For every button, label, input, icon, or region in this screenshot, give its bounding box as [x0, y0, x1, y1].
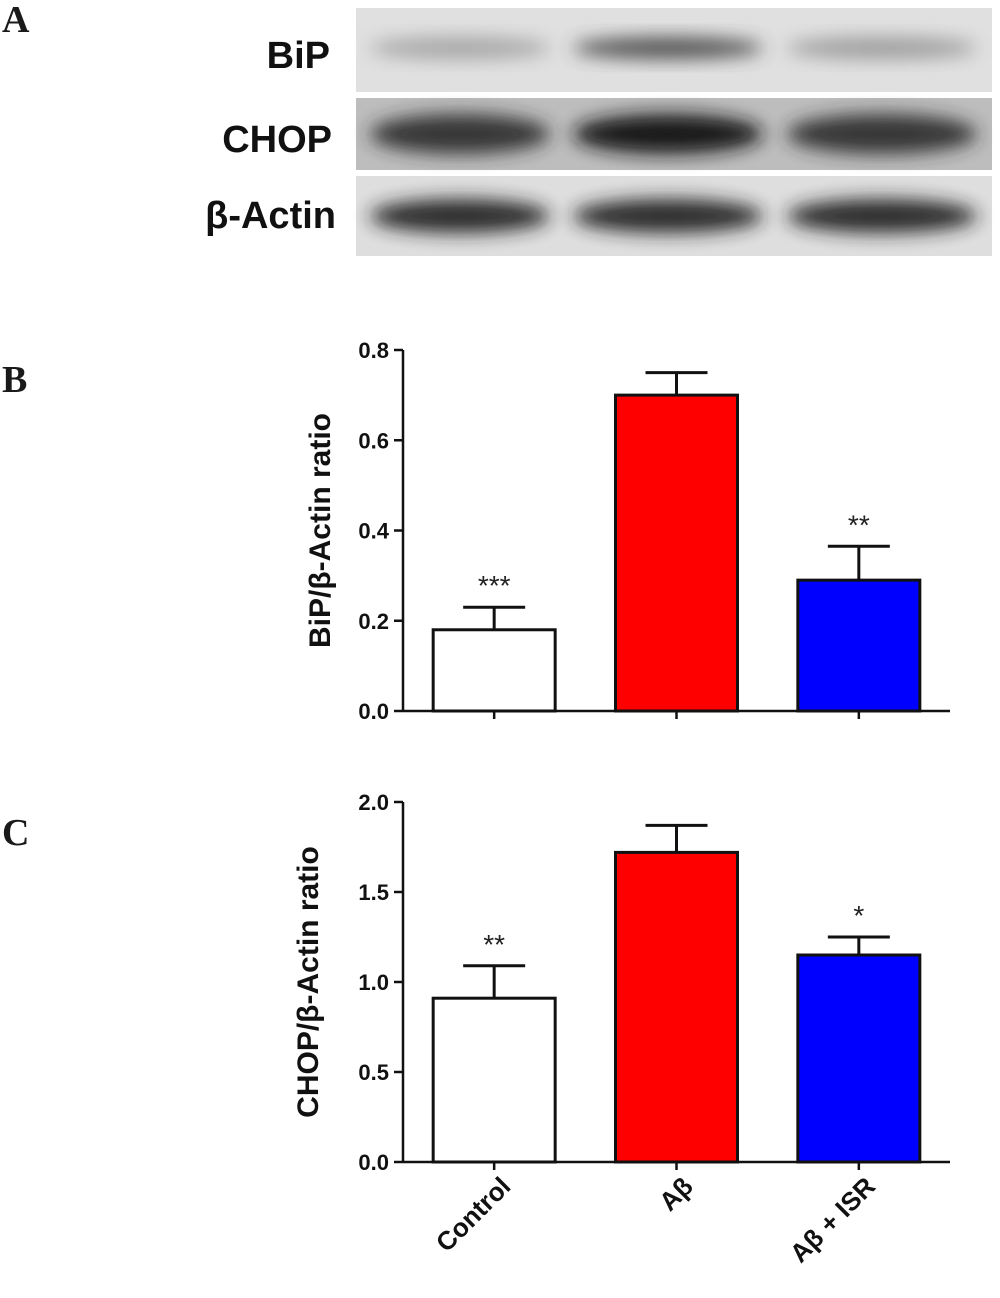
blot-band-0-2: [787, 37, 977, 59]
y-axis-label: CHOP/β-Actin ratio: [292, 846, 325, 1118]
y-tick-label: 2.0: [358, 790, 389, 815]
y-tick-label: 1.5: [358, 880, 389, 905]
significance-label: *: [853, 900, 864, 931]
bar-1: [614, 850, 739, 1164]
blot-band-2-0: [370, 199, 550, 233]
y-tick-label: 0.5: [358, 1060, 389, 1085]
chart-chop: 0.0 0.5 1.0 1.5 2.0 CHOP/β-Actin ratio ** Contr…: [292, 790, 950, 1268]
y-tick-label: 0.0: [358, 699, 389, 724]
category-label: Aβ: [653, 1171, 699, 1217]
y-tick-label: 1.0: [358, 970, 389, 995]
blot-band-0-1: [573, 37, 763, 59]
blot-label-bip: BiP: [267, 35, 330, 77]
significance-label: **: [483, 929, 505, 960]
bar-0: [431, 628, 557, 713]
category-label: Control: [430, 1171, 517, 1258]
blot-band-1-2: [787, 114, 977, 154]
y-tick-label: 0.4: [358, 519, 389, 544]
blot-band-1-1: [573, 114, 763, 154]
y-tick-label: 0.8: [358, 338, 389, 363]
significance-label: **: [848, 509, 870, 540]
blot-band-2-1: [573, 199, 763, 233]
panel-letter-a: A: [2, 0, 30, 41]
western-blot: BiP CHOP β-Actin: [205, 8, 992, 256]
y-tick-label: 0.0: [358, 1150, 389, 1175]
y-axis-label: BiP/β-Actin ratio: [304, 413, 337, 648]
bar-0: [431, 996, 557, 1164]
bar-2: [796, 953, 922, 1164]
y-tick-label: 0.2: [358, 609, 389, 634]
bar-2: [796, 578, 922, 713]
blot-label-chop: CHOP: [222, 119, 332, 161]
blot-label-actin: β-Actin: [205, 195, 336, 237]
panel-letter-c: C: [2, 812, 29, 854]
panel-letter-b: B: [2, 359, 27, 401]
y-tick-label: 0.6: [358, 428, 389, 453]
blot-band-1-0: [370, 114, 550, 154]
blot-band-2-2: [787, 199, 977, 233]
significance-label: ***: [478, 570, 511, 601]
blot-band-0-0: [370, 37, 550, 59]
category-label: Aβ + ISR: [784, 1171, 881, 1268]
bar-1: [614, 393, 739, 713]
